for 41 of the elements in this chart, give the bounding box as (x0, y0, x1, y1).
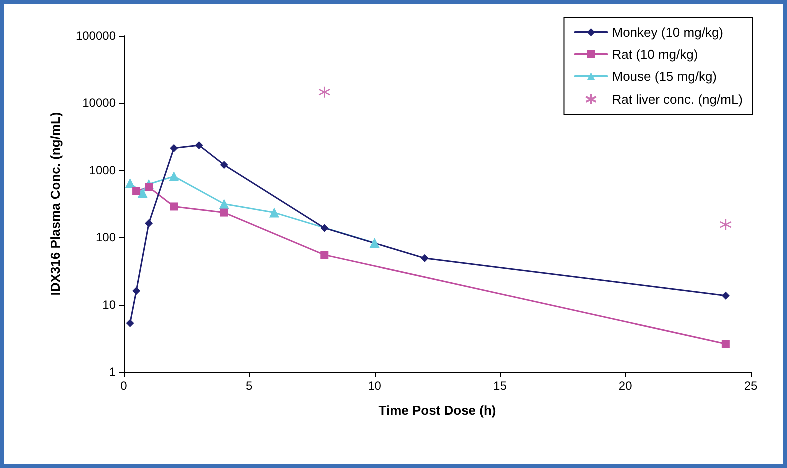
point (420, 254, 429, 262)
x-tick-label: 0 (120, 379, 128, 393)
y-tick-label: 10000 (82, 96, 116, 110)
point (370, 238, 380, 248)
legend-label: Monkey (10 mg/kg) (612, 25, 724, 40)
point (125, 178, 136, 188)
point (195, 141, 204, 150)
point (220, 208, 228, 217)
point (132, 287, 141, 296)
point (145, 183, 154, 192)
y-tick-label: 1 (109, 365, 116, 379)
point (169, 172, 180, 182)
point (219, 199, 230, 210)
point (722, 292, 730, 300)
x-tick-label: 10 (368, 379, 382, 393)
point (220, 161, 228, 170)
point (170, 202, 178, 211)
point (145, 220, 154, 228)
x-tick-label: 5 (246, 379, 254, 393)
point (138, 188, 148, 198)
point (320, 224, 329, 232)
y-tick-label: 1000 (89, 163, 116, 178)
point (722, 340, 730, 348)
y-tick-label: 10 (102, 298, 116, 312)
point (126, 319, 134, 328)
x-axis-title: Time Post Dose (h) (378, 403, 496, 418)
x-tick-label: 25 (744, 379, 758, 393)
point (720, 218, 732, 231)
point (269, 208, 280, 218)
point (320, 251, 329, 260)
x-tick-label: 20 (618, 379, 633, 393)
y-axis-title: IDX316 Plasma Conc. (ng/mL) (48, 112, 63, 296)
legend-label: Mouse (15 mg/kg) (612, 69, 718, 84)
y-tick-label: 100 (96, 230, 116, 245)
x-tick-label: 15 (494, 379, 508, 393)
point (170, 144, 178, 152)
point (318, 86, 331, 99)
legend-label: Rat (10 mg/kg) (612, 47, 698, 62)
y-tick-label: 100000 (76, 29, 116, 43)
point (132, 187, 141, 196)
legend-label: Rat liver conc. (ng/mL) (612, 92, 744, 107)
